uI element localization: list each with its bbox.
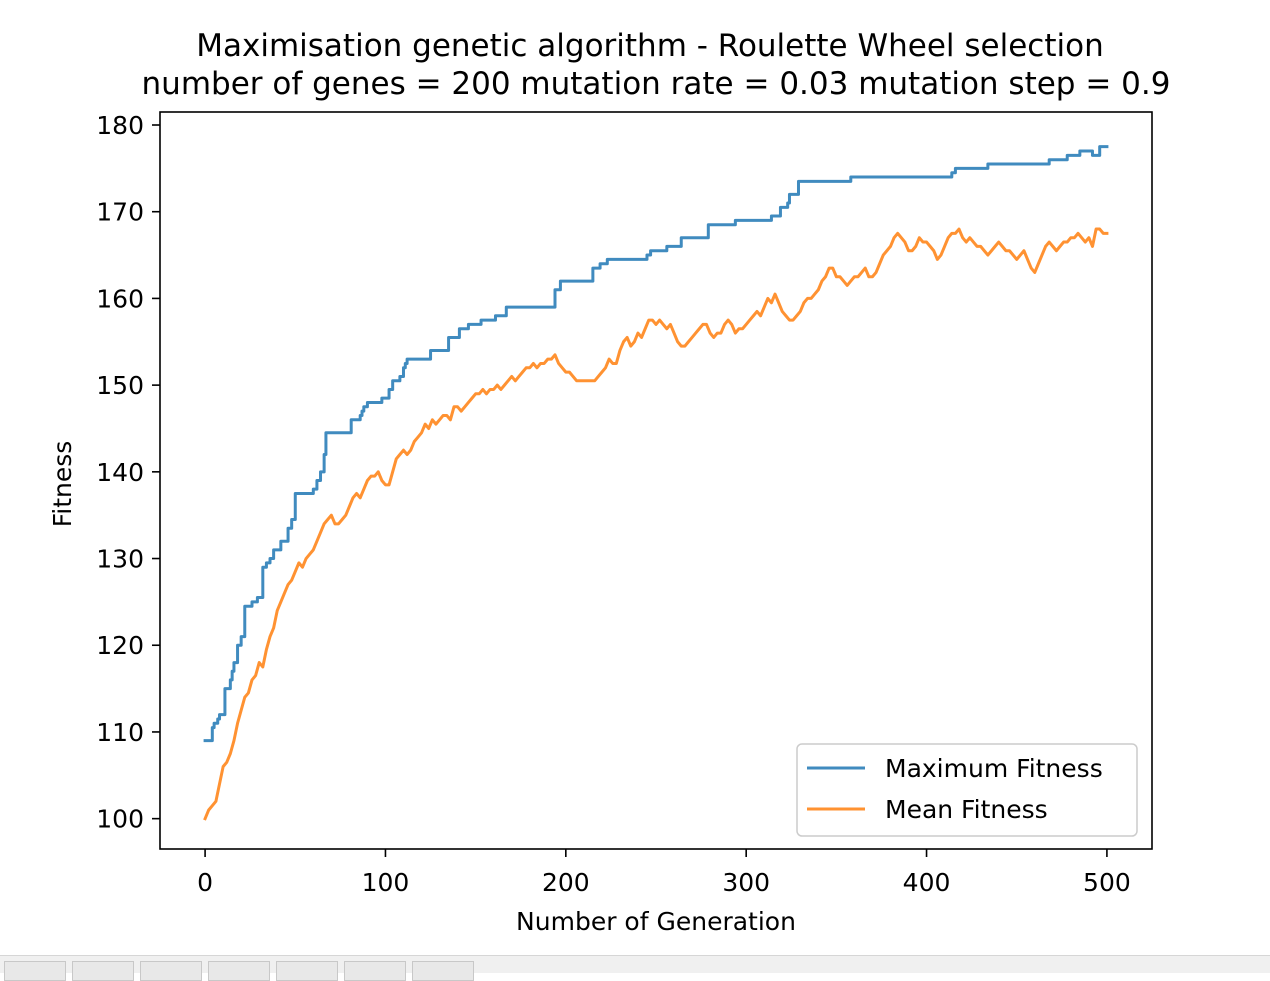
chart-title: Maximisation genetic algorithm - Roulett…: [196, 28, 1103, 64]
y-tick-label: 150: [96, 371, 144, 400]
plot-frame: [159, 111, 1153, 850]
plot-area: [160, 112, 1152, 849]
configure-button[interactable]: [344, 961, 406, 981]
y-tick-label: 180: [96, 111, 144, 140]
pan-button[interactable]: [208, 961, 270, 981]
y-axis-label: Fitness: [48, 441, 77, 528]
x-tick-label: 400: [903, 868, 951, 897]
toolbar: [0, 955, 1270, 981]
y-tick-label: 170: [96, 198, 144, 227]
back-button[interactable]: [72, 961, 134, 981]
y-axis: 100 110 120 130 140 150 160 170 180: [96, 111, 160, 834]
y-tick-label: 160: [96, 284, 144, 313]
x-axis: 0 100 200 300 400 500: [197, 849, 1131, 897]
x-tick-label: 100: [362, 868, 410, 897]
y-tick-label: 110: [96, 718, 144, 747]
chart-subtitle: number of genes = 200 mutation rate = 0.…: [142, 66, 1171, 102]
series-line-mean-fitness: [203, 227, 1109, 821]
x-tick-label: 200: [542, 868, 590, 897]
x-axis-label: Number of Generation: [516, 907, 796, 936]
y-tick-label: 140: [96, 458, 144, 487]
home-button[interactable]: [4, 961, 66, 981]
save-button[interactable]: [412, 961, 474, 981]
legend: Maximum Fitness Mean Fitness: [796, 743, 1138, 837]
x-tick-label: 500: [1083, 868, 1131, 897]
y-tick-label: 100: [96, 805, 144, 834]
x-tick-label: 0: [197, 868, 213, 897]
x-tick-label: 300: [722, 868, 770, 897]
legend-label-maximum-fitness: Maximum Fitness: [885, 754, 1103, 783]
y-tick-label: 120: [96, 631, 144, 660]
legend-box: [796, 743, 1138, 837]
legend-label-mean-fitness: Mean Fitness: [885, 795, 1048, 824]
y-tick-label: 130: [96, 545, 144, 574]
zoom-button[interactable]: [276, 961, 338, 981]
forward-button[interactable]: [140, 961, 202, 981]
series-line-maximum-fitness: [203, 145, 1109, 743]
series-layer: [203, 145, 1109, 821]
chart: Maximisation genetic algorithm - Roulett…: [48, 28, 1171, 936]
